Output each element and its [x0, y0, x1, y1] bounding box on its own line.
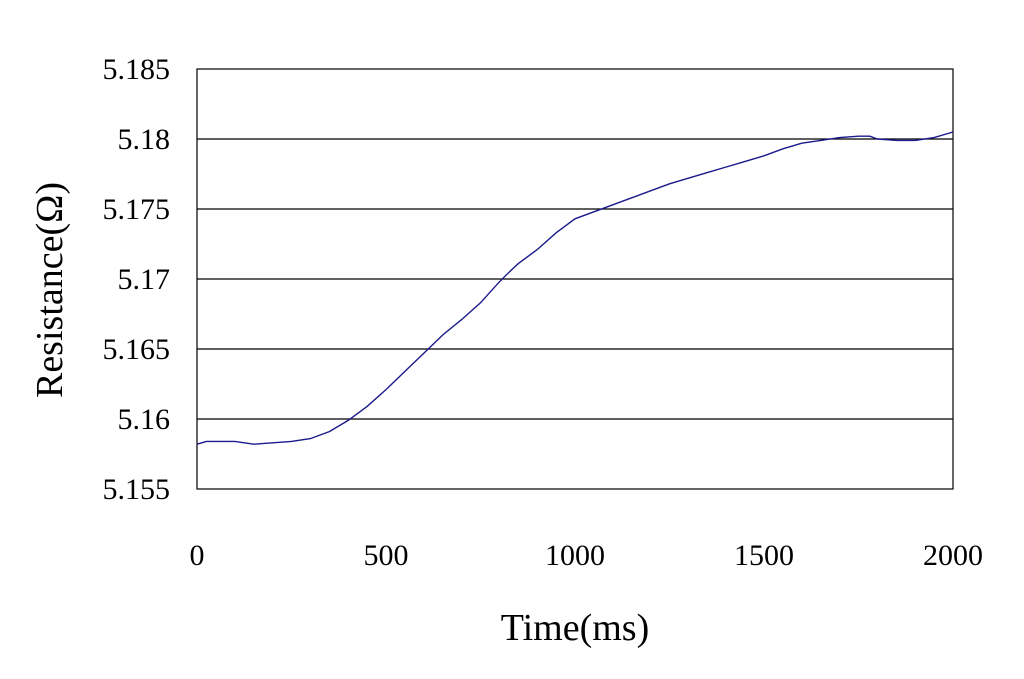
x-tick-label: 1500: [734, 539, 794, 572]
x-axis-ticks: 0 500 1000 1500 2000: [190, 539, 984, 572]
plot-area: [196, 68, 954, 490]
y-tick-label: 5.175: [103, 193, 171, 226]
y-axis-ticks: 5.155 5.16 5.165 5.17 5.175 5.18 5.185: [103, 53, 171, 506]
y-tick-label: 5.18: [118, 123, 171, 156]
series-line: [196, 131, 954, 445]
x-tick-label: 500: [364, 539, 409, 572]
y-tick-label: 5.17: [118, 263, 171, 296]
y-axis-title: Resistance(Ω): [29, 182, 71, 398]
x-axis-title: Time(ms): [501, 607, 650, 649]
gridlines: [197, 138, 953, 420]
x-tick-label: 1000: [545, 539, 605, 572]
y-tick-label: 5.155: [103, 473, 171, 506]
y-tick-label: 5.165: [103, 333, 171, 366]
x-tick-label: 2000: [923, 539, 983, 572]
y-tick-label: 5.185: [103, 53, 171, 86]
y-tick-label: 5.16: [118, 403, 171, 436]
x-tick-label: 0: [190, 539, 205, 572]
